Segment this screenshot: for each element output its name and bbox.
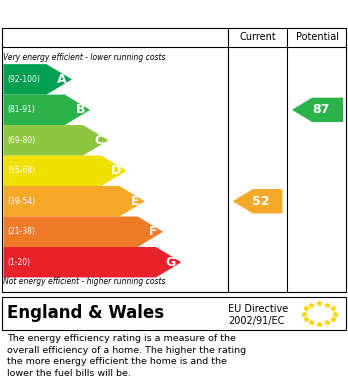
Text: Potential: Potential [296, 32, 339, 42]
Polygon shape [3, 156, 127, 186]
Text: E: E [131, 195, 140, 208]
Text: (81-91): (81-91) [8, 105, 35, 114]
Text: C: C [94, 134, 103, 147]
Text: Energy Efficiency Rating: Energy Efficiency Rating [5, 5, 196, 20]
Text: 2002/91/EC: 2002/91/EC [228, 316, 284, 326]
Polygon shape [3, 186, 145, 217]
Polygon shape [3, 64, 72, 95]
Text: B: B [76, 103, 85, 117]
Text: EU Directive: EU Directive [228, 304, 288, 314]
Text: 52: 52 [252, 195, 270, 208]
Text: The energy efficiency rating is a measure of the
overall efficiency of a home. T: The energy efficiency rating is a measur… [7, 334, 246, 378]
Text: (92-100): (92-100) [8, 75, 40, 84]
Text: D: D [111, 164, 121, 177]
Text: A: A [57, 73, 66, 86]
Text: G: G [166, 256, 176, 269]
Text: England & Wales: England & Wales [7, 305, 164, 323]
Polygon shape [292, 98, 343, 122]
Text: Very energy efficient - lower running costs: Very energy efficient - lower running co… [3, 53, 166, 62]
Text: Current: Current [239, 32, 276, 42]
Polygon shape [3, 95, 90, 125]
Polygon shape [233, 189, 282, 213]
Text: (1-20): (1-20) [8, 258, 31, 267]
Text: F: F [149, 225, 158, 238]
Text: 87: 87 [313, 103, 330, 117]
Polygon shape [3, 247, 181, 278]
Text: (55-68): (55-68) [8, 166, 36, 175]
Text: (21-38): (21-38) [8, 227, 35, 236]
Text: (39-54): (39-54) [8, 197, 36, 206]
Polygon shape [3, 125, 108, 156]
Text: Not energy efficient - higher running costs: Not energy efficient - higher running co… [3, 276, 166, 285]
Polygon shape [3, 217, 163, 247]
Text: (69-80): (69-80) [8, 136, 36, 145]
